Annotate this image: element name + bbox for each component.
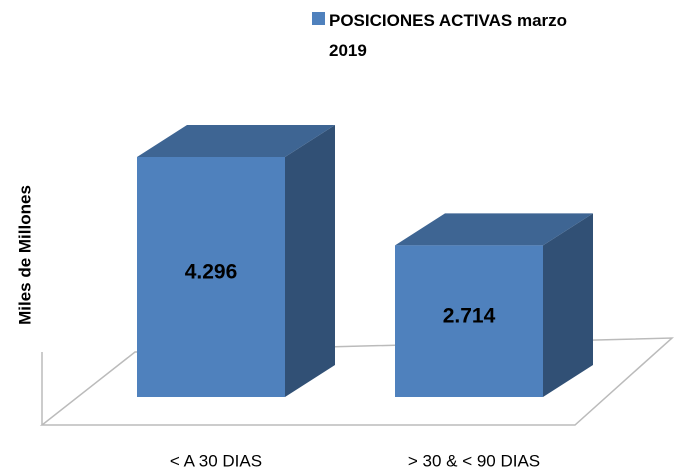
bar-side (543, 213, 593, 397)
data-label: 2.714 (443, 305, 496, 328)
bar (395, 245, 543, 397)
legend: POSICIONES ACTIVAS marzo 2019 (312, 6, 577, 66)
y-axis-label: Miles de Millones (15, 185, 34, 325)
bar (137, 157, 285, 397)
legend-label: POSICIONES ACTIVAS marzo 2019 (329, 11, 568, 60)
x-tick-label: < A 30 DIAS (170, 451, 262, 470)
bar-top (395, 213, 593, 246)
floor (39, 337, 675, 426)
bar-side (285, 125, 335, 397)
bar-top (137, 125, 335, 157)
legend-swatch (312, 12, 325, 25)
x-tick-label: > 30 & < 90 DIAS (408, 451, 540, 470)
data-label: 4.296 (185, 261, 238, 284)
